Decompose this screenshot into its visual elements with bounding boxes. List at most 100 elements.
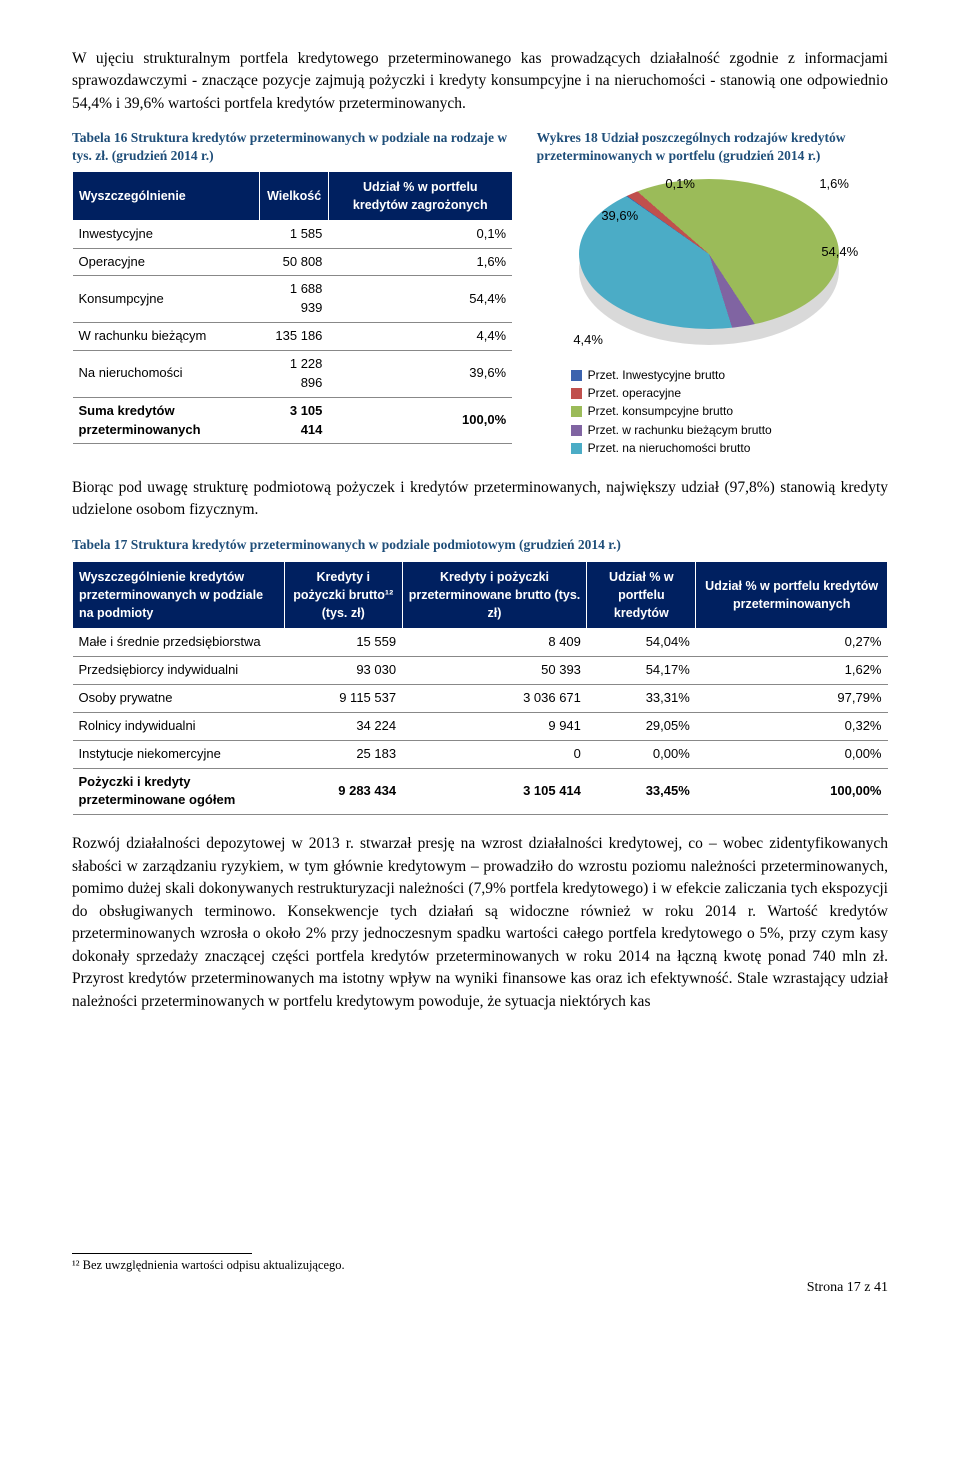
table-cell: Pożyczki i kredyty przeterminowane ogółe… bbox=[73, 768, 285, 815]
table-row: Pożyczki i kredyty przeterminowane ogółe… bbox=[73, 768, 888, 815]
table-cell: Konsumpcyjne bbox=[73, 276, 260, 323]
table-cell: 1 688 939 bbox=[260, 276, 329, 323]
footnote: ¹² Bez uwzględnienia wartości odpisu akt… bbox=[72, 1256, 888, 1274]
t16-h0: Wyszczególnienie bbox=[73, 171, 260, 220]
legend-swatch bbox=[571, 425, 582, 436]
table-cell: 4,4% bbox=[328, 323, 512, 351]
table-cell: 33,31% bbox=[587, 685, 696, 713]
pie-chart: 0,1%1,6%54,4%4,4%39,6% Przet. Inwestycyj… bbox=[531, 179, 888, 459]
chart-legend: Przet. Inwestycyjne bruttoPrzet. operacy… bbox=[531, 367, 888, 458]
t17-h2: Kredyty i pożyczki przeterminowane brutt… bbox=[402, 562, 587, 629]
legend-swatch bbox=[571, 388, 582, 399]
table-cell: 3 105 414 bbox=[402, 768, 587, 815]
table-row: Inwestycyjne1 5850,1% bbox=[73, 220, 513, 248]
footnote-rule bbox=[72, 1253, 252, 1254]
para3: Rozwój działalności depozytowej w 2013 r… bbox=[72, 833, 888, 1013]
table16: Wyszczególnienie Wielkość Udział % w por… bbox=[72, 171, 513, 445]
table-cell: 100,0% bbox=[328, 397, 512, 444]
table-row: W rachunku bieżącym135 1864,4% bbox=[73, 323, 513, 351]
table-cell: 9 941 bbox=[402, 712, 587, 740]
legend-swatch bbox=[571, 406, 582, 417]
chart18-caption: Wykres 18 Udział poszczególnych rodzajów… bbox=[537, 129, 888, 164]
table-row: Przedsiębiorcy indywidualni93 03050 3935… bbox=[73, 657, 888, 685]
table-cell: 50 393 bbox=[402, 657, 587, 685]
table-cell: 1,62% bbox=[696, 657, 888, 685]
table-cell: 0 bbox=[402, 740, 587, 768]
table-cell: 0,27% bbox=[696, 629, 888, 657]
table-cell: 54,17% bbox=[587, 657, 696, 685]
table-cell: 135 186 bbox=[260, 323, 329, 351]
table-cell: 9 115 537 bbox=[284, 685, 402, 713]
captions-row: Tabela 16 Struktura kredytów przetermino… bbox=[72, 129, 888, 164]
pie-pct-label: 4,4% bbox=[573, 331, 603, 350]
table-cell: Na nieruchomości bbox=[73, 350, 260, 397]
table-row: Konsumpcyjne1 688 93954,4% bbox=[73, 276, 513, 323]
table-cell: Rolnicy indywidualni bbox=[73, 712, 285, 740]
table17-caption: Tabela 17 Struktura kredytów przetermino… bbox=[72, 535, 888, 555]
table-cell: Instytucje niekomercyjne bbox=[73, 740, 285, 768]
table-cell: 93 030 bbox=[284, 657, 402, 685]
table-cell: 50 808 bbox=[260, 248, 329, 276]
t16-h2: Udział % w portfelu kredytów zagrożonych bbox=[328, 171, 512, 220]
table-cell: 0,00% bbox=[587, 740, 696, 768]
intro-paragraph: W ujęciu strukturalnym portfela kredytow… bbox=[72, 48, 888, 115]
legend-swatch bbox=[571, 443, 582, 454]
table16-and-chart-row: Wyszczególnienie Wielkość Udział % w por… bbox=[72, 171, 888, 459]
t17-h1: Kredyty i pożyczki brutto¹² (tys. zł) bbox=[284, 562, 402, 629]
table-cell: 54,4% bbox=[328, 276, 512, 323]
table-cell: 0,32% bbox=[696, 712, 888, 740]
table-row: Instytucje niekomercyjne25 18300,00%0,00… bbox=[73, 740, 888, 768]
table-row: Suma kredytów przeterminowanych3 105 414… bbox=[73, 397, 513, 444]
table-cell: 54,04% bbox=[587, 629, 696, 657]
table-cell: 3 036 671 bbox=[402, 685, 587, 713]
table-cell: Osoby prywatne bbox=[73, 685, 285, 713]
table-cell: 15 559 bbox=[284, 629, 402, 657]
pie-pct-label: 39,6% bbox=[601, 207, 638, 226]
table-cell: Operacyjne bbox=[73, 248, 260, 276]
page-footer: Strona 17 z 41 bbox=[72, 1278, 888, 1298]
legend-item: Przet. w rachunku bieżącym brutto bbox=[571, 422, 888, 439]
table-cell: 1 585 bbox=[260, 220, 329, 248]
legend-item: Przet. na nieruchomości brutto bbox=[571, 440, 888, 457]
legend-swatch bbox=[571, 370, 582, 381]
table-cell: 1,6% bbox=[328, 248, 512, 276]
legend-item: Przet. operacyjne bbox=[571, 385, 888, 402]
legend-label: Przet. Inwestycyjne brutto bbox=[588, 367, 725, 384]
pie-pct-label: 1,6% bbox=[819, 175, 849, 194]
legend-item: Przet. konsumpcyjne brutto bbox=[571, 403, 888, 420]
t17-h3: Udział % w portfelu kredytów bbox=[587, 562, 696, 629]
table-cell: 3 105 414 bbox=[260, 397, 329, 444]
table-row: Na nieruchomości1 228 89639,6% bbox=[73, 350, 513, 397]
table-cell: 97,79% bbox=[696, 685, 888, 713]
table-cell: 1 228 896 bbox=[260, 350, 329, 397]
table-cell: Małe i średnie przedsiębiorstwa bbox=[73, 629, 285, 657]
table-cell: 29,05% bbox=[587, 712, 696, 740]
table16-caption: Tabela 16 Struktura kredytów przetermino… bbox=[72, 129, 513, 164]
legend-label: Przet. na nieruchomości brutto bbox=[588, 440, 751, 457]
table-row: Osoby prywatne9 115 5373 036 67133,31%97… bbox=[73, 685, 888, 713]
t17-h4: Udział % w portfelu kredytów przetermino… bbox=[696, 562, 888, 629]
pie-pct-label: 54,4% bbox=[821, 243, 858, 262]
table-cell: 39,6% bbox=[328, 350, 512, 397]
para2: Biorąc pod uwagę strukturę podmiotową po… bbox=[72, 477, 888, 522]
table-cell: 25 183 bbox=[284, 740, 402, 768]
table-row: Małe i średnie przedsiębiorstwa15 5598 4… bbox=[73, 629, 888, 657]
table-cell: 34 224 bbox=[284, 712, 402, 740]
table-row: Operacyjne50 8081,6% bbox=[73, 248, 513, 276]
legend-label: Przet. operacyjne bbox=[588, 385, 681, 402]
table-cell: Przedsiębiorcy indywidualni bbox=[73, 657, 285, 685]
table-cell: 0,00% bbox=[696, 740, 888, 768]
t17-h0: Wyszczególnienie kredytów przeterminowan… bbox=[73, 562, 285, 629]
table-cell: 8 409 bbox=[402, 629, 587, 657]
table-cell: 33,45% bbox=[587, 768, 696, 815]
table-cell: Inwestycyjne bbox=[73, 220, 260, 248]
legend-item: Przet. Inwestycyjne brutto bbox=[571, 367, 888, 384]
table-cell: 9 283 434 bbox=[284, 768, 402, 815]
table-cell: 100,00% bbox=[696, 768, 888, 815]
legend-label: Przet. konsumpcyjne brutto bbox=[588, 403, 733, 420]
table-cell: Suma kredytów przeterminowanych bbox=[73, 397, 260, 444]
table-row: Rolnicy indywidualni34 2249 94129,05%0,3… bbox=[73, 712, 888, 740]
pie-pct-label: 0,1% bbox=[665, 175, 695, 194]
table-cell: W rachunku bieżącym bbox=[73, 323, 260, 351]
table17: Wyszczególnienie kredytów przeterminowan… bbox=[72, 561, 888, 815]
